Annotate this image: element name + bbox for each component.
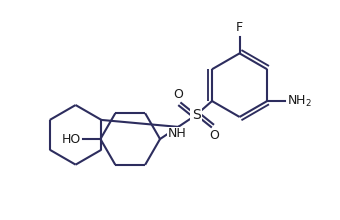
- Text: S: S: [192, 108, 201, 122]
- Text: NH$_2$: NH$_2$: [287, 94, 312, 109]
- Text: NH: NH: [168, 127, 187, 140]
- Text: O: O: [209, 129, 219, 142]
- Text: O: O: [173, 88, 183, 101]
- Text: HO: HO: [61, 132, 81, 145]
- Text: F: F: [236, 22, 243, 35]
